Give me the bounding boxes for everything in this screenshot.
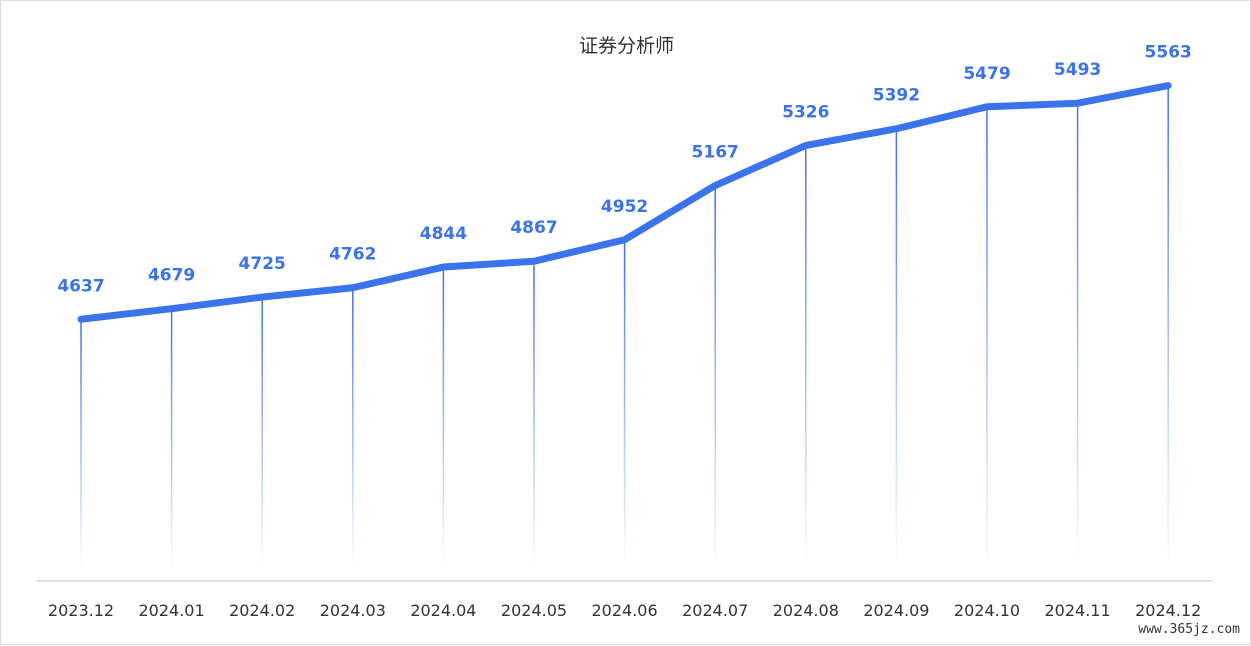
data-label: 4725: [239, 254, 286, 274]
x-tick-label: 2024.01: [139, 601, 205, 620]
x-tick-label: 2024.12: [1135, 601, 1201, 620]
chart-title: 证券分析师: [578, 35, 674, 57]
drop-line: [714, 185, 716, 569]
series-line: [77, 82, 1172, 323]
data-label: 5479: [963, 64, 1010, 84]
drop-line: [352, 287, 354, 569]
drop-lines: [80, 85, 1169, 570]
drop-line: [623, 239, 626, 569]
x-tick-label: 2024.09: [863, 601, 929, 620]
drop-line: [895, 128, 898, 569]
x-tick-label: 2024.05: [501, 601, 567, 620]
x-tick-label: 2023.12: [48, 601, 114, 620]
x-tick-labels: 2023.12 2024.01 2024.02 2024.03 2024.04 2024.…: [48, 601, 1201, 620]
data-label: 5392: [873, 86, 920, 106]
drop-line: [1167, 85, 1169, 570]
data-label: 4762: [329, 245, 376, 265]
x-tick-label: 2024.02: [229, 601, 295, 620]
drop-line: [1076, 103, 1079, 569]
data-label: 4844: [420, 224, 467, 244]
x-tick-label: 2024.04: [410, 601, 476, 620]
drop-line: [442, 267, 445, 569]
drop-line: [986, 106, 988, 570]
data-label: 4952: [601, 197, 648, 217]
data-label: 5167: [692, 143, 739, 163]
x-tick-label: 2024.11: [1045, 601, 1111, 620]
data-labels: 4637 4679 4725 4762 4844 4867 4952 5167 5326 5392…: [57, 43, 1192, 297]
data-label: 5326: [782, 102, 829, 122]
data-label: 4637: [57, 276, 104, 296]
data-label: 5563: [1145, 43, 1192, 63]
drop-line: [533, 261, 535, 569]
data-label: 4679: [148, 266, 195, 286]
drop-line: [805, 145, 807, 569]
drop-line: [261, 297, 263, 569]
drop-line: [170, 308, 173, 569]
data-label: 5493: [1054, 60, 1101, 80]
x-tick-label: 2024.10: [954, 601, 1020, 620]
x-tick-label: 2024.08: [773, 601, 839, 620]
x-tick-label: 2024.03: [320, 601, 386, 620]
drop-line: [80, 319, 82, 569]
data-label: 4867: [510, 218, 557, 238]
x-tick-label: 2024.07: [682, 601, 748, 620]
x-tick-label: 2024.06: [592, 601, 658, 620]
watermark: www.365jz.com: [1136, 621, 1242, 638]
